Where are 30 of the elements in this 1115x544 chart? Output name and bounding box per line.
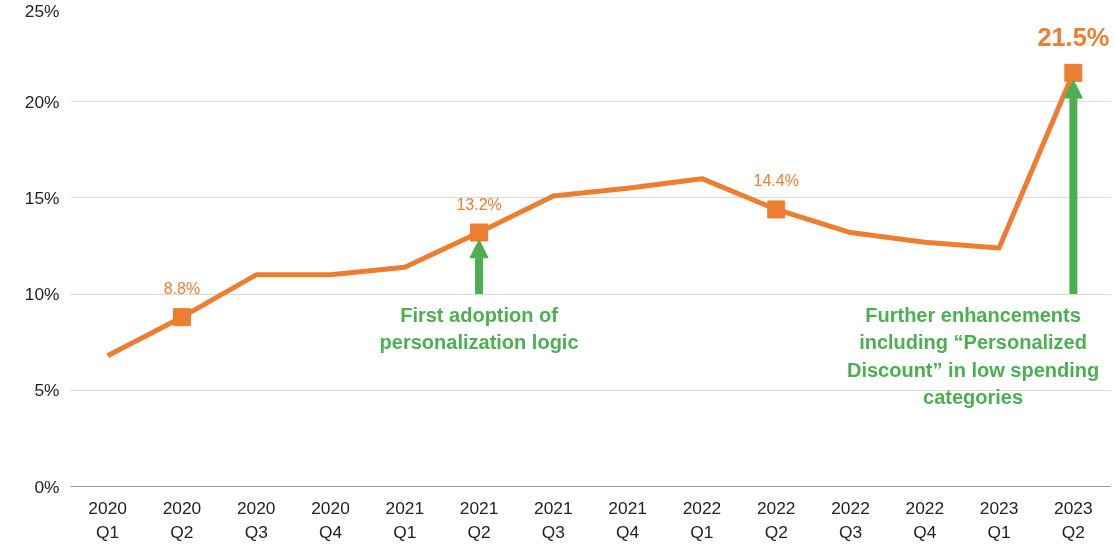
y-tick-label: 10% bbox=[24, 284, 60, 305]
x-tick-label: 2020 Q2 bbox=[162, 497, 202, 542]
y-tick-label: 0% bbox=[34, 476, 60, 497]
data-label: 21.5% bbox=[1037, 22, 1110, 51]
x-tick-label: 2021 Q1 bbox=[385, 497, 425, 542]
x-tick-label: 2022 Q4 bbox=[905, 497, 945, 542]
data-label: 8.8% bbox=[163, 280, 201, 298]
x-tick-label: 2021 Q4 bbox=[608, 497, 647, 542]
x-tick-label: 2022 Q1 bbox=[682, 497, 722, 542]
y-tick-label: 5% bbox=[34, 380, 60, 401]
annotation: Further enhancements including “Personalized Discount” in low spending categories bbox=[846, 303, 1100, 409]
point bbox=[172, 308, 191, 327]
x-tick-label: 2020 Q1 bbox=[88, 497, 127, 542]
y-tick-label: 15% bbox=[24, 187, 60, 208]
x-tick-label: 2020 Q4 bbox=[311, 497, 350, 542]
x-tick-label: 2023 Q1 bbox=[979, 497, 1019, 542]
data-label: 14.4% bbox=[753, 172, 799, 190]
point bbox=[470, 223, 489, 242]
point bbox=[1064, 63, 1083, 82]
x-tick-label: 2023 Q2 bbox=[1054, 497, 1093, 542]
y-tick-label: 25% bbox=[24, 0, 60, 21]
x-tick-label: 2021 Q3 bbox=[534, 497, 573, 542]
annotation: First adoption of personalization logic bbox=[379, 303, 579, 354]
x-tick-label: 2020 Q3 bbox=[236, 497, 276, 542]
x-tick-label: 2022 Q3 bbox=[831, 497, 870, 542]
x-tick-label: 2022 Q2 bbox=[756, 497, 796, 542]
x-tick-label: 2021 Q2 bbox=[459, 497, 499, 542]
point bbox=[767, 200, 786, 219]
y-tick-label: 20% bbox=[24, 91, 60, 112]
data-label: 13.2% bbox=[456, 195, 502, 213]
